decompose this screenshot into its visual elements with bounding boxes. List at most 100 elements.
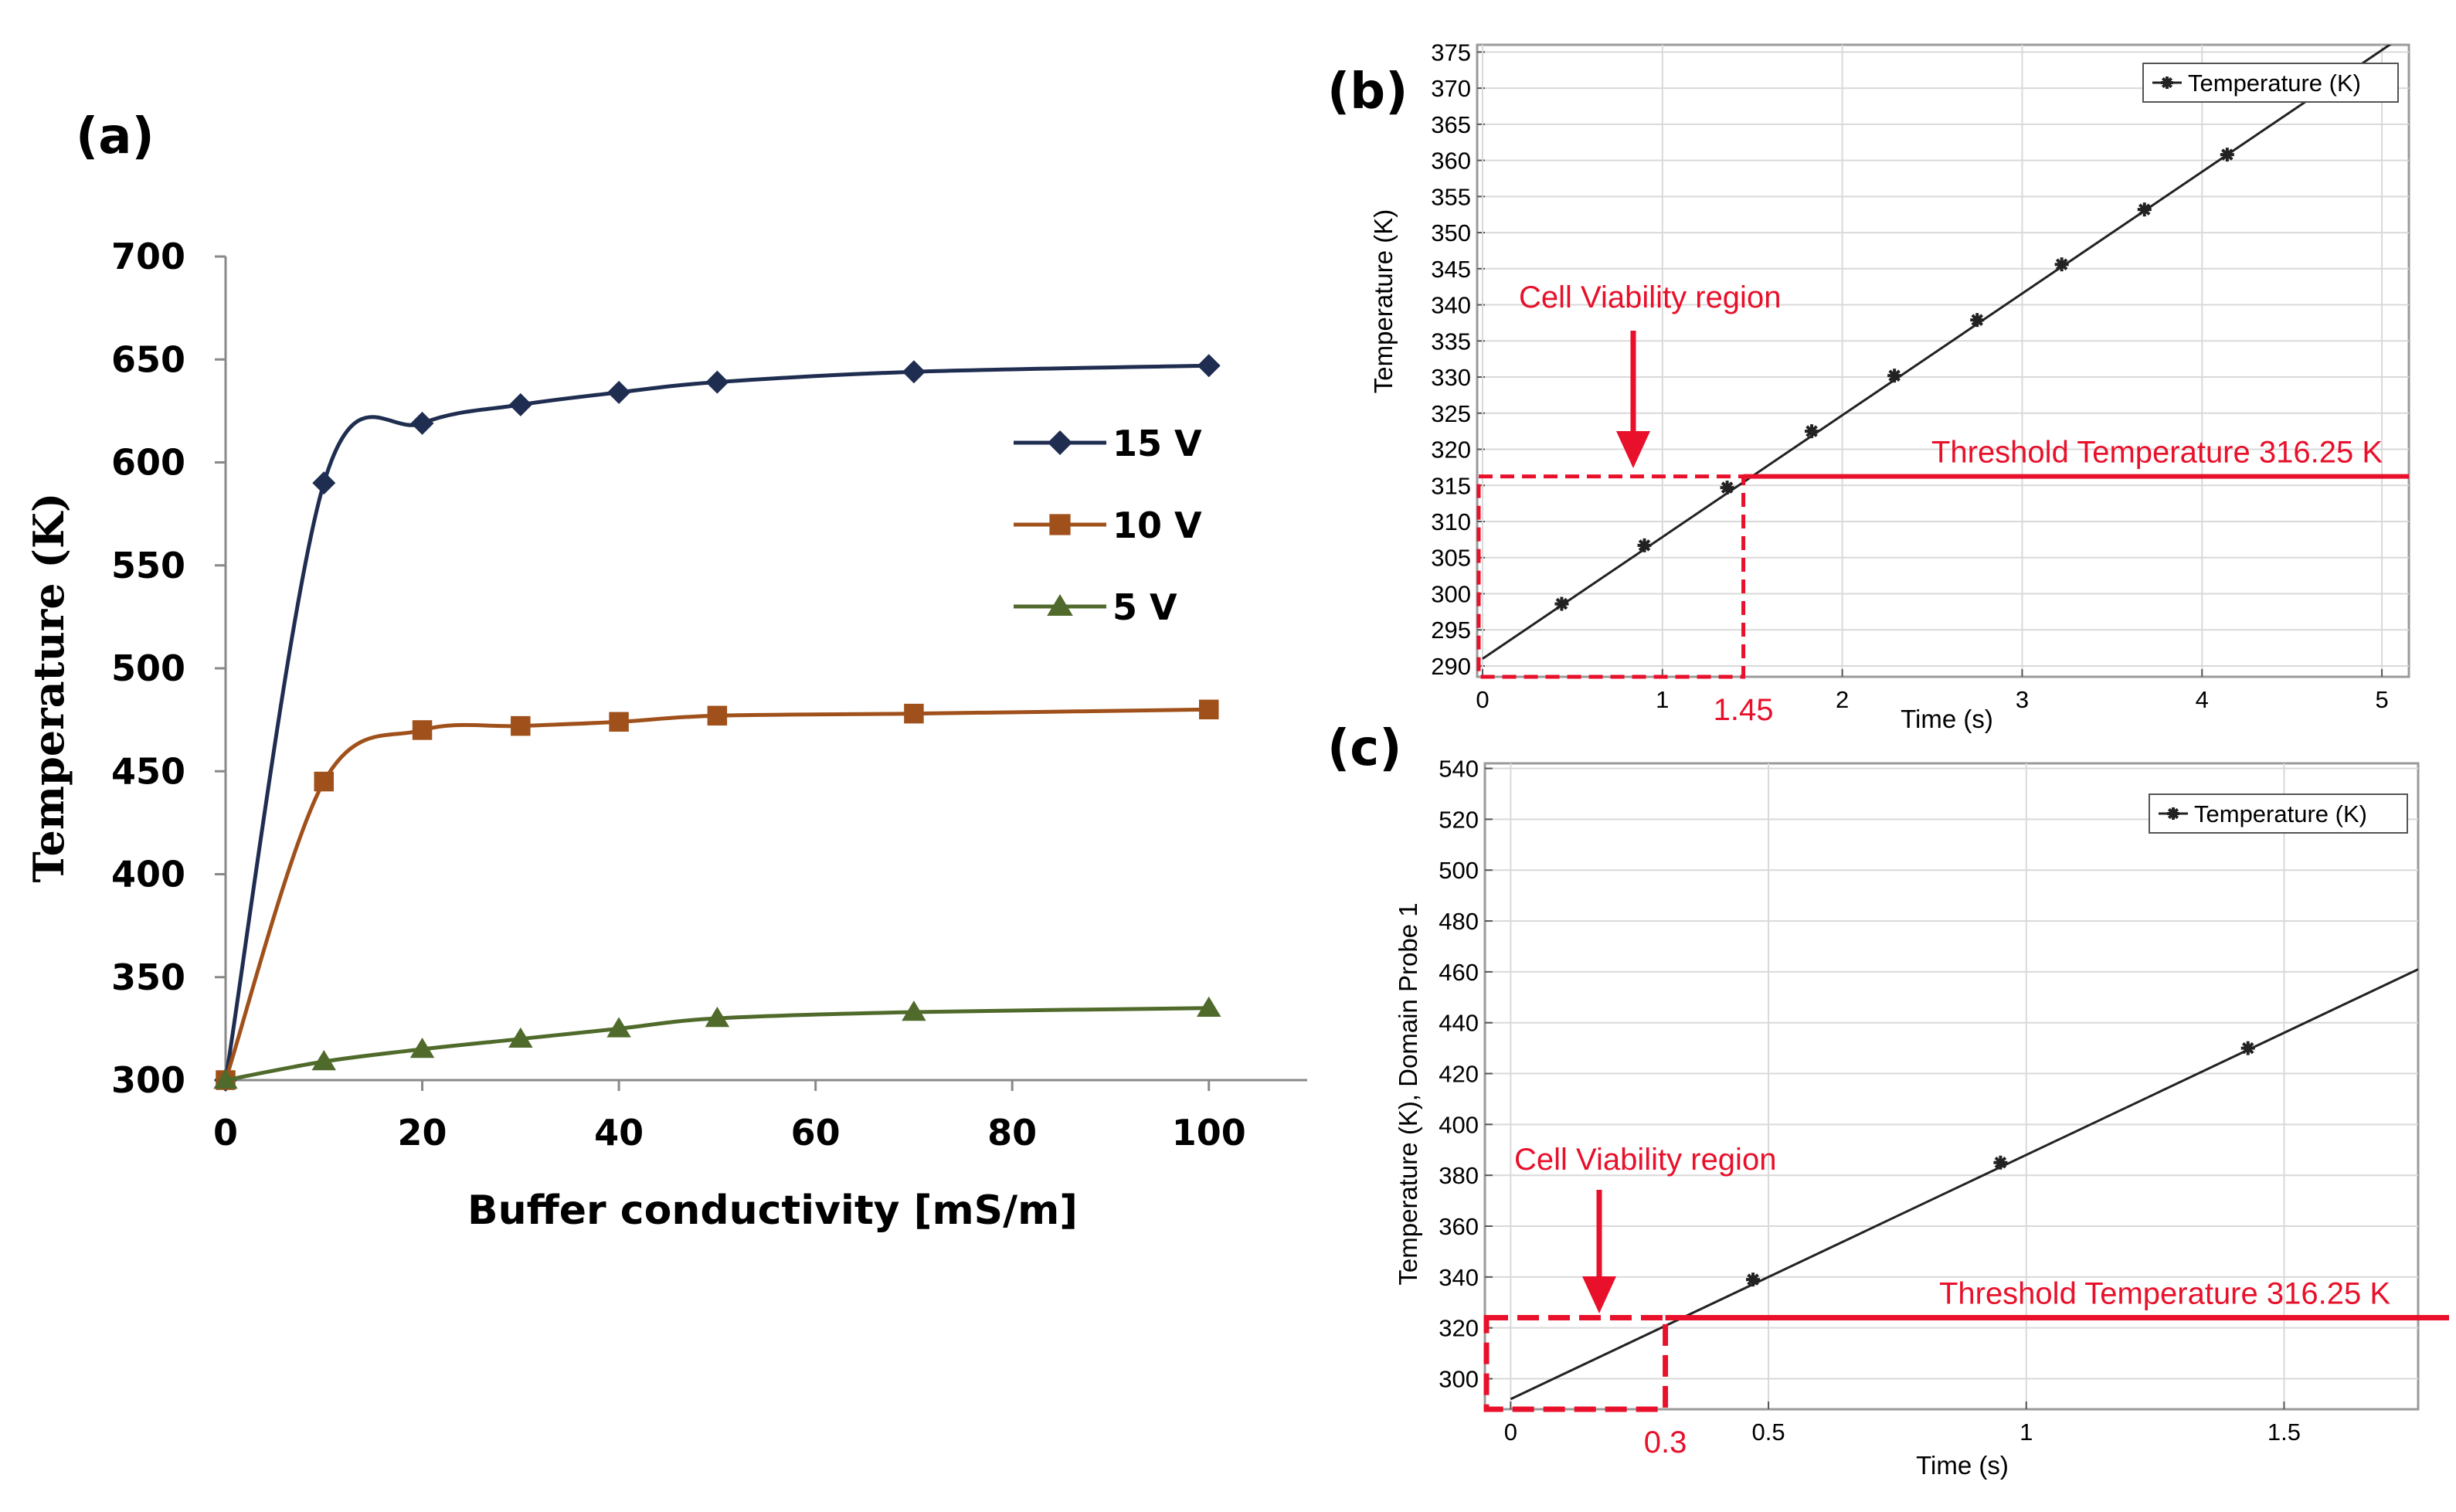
- panel-a-point-10v: [609, 712, 629, 732]
- panel-a-x-tick-label: 80: [987, 1112, 1037, 1154]
- panel-c-x-axis-label: Time (s): [1916, 1451, 2009, 1480]
- panel-c-y-tick-label: 400: [1439, 1111, 1479, 1138]
- panel-c-region-label: Cell Viability region: [1514, 1143, 1776, 1177]
- panel-a-point-15v: [1197, 354, 1221, 378]
- panel-b-y-tick-label: 335: [1431, 328, 1471, 355]
- panel-b-temperature-marker: [1805, 424, 1819, 439]
- panel-b-x-tick-label: 3: [2016, 686, 2029, 713]
- panel-a-point-10v: [1198, 699, 1219, 720]
- panel-c-y-tick-label: 300: [1439, 1366, 1479, 1393]
- panel-c-crossing-label: 0.3: [1644, 1425, 1687, 1459]
- panel-a-y-tick-label: 600: [111, 442, 185, 484]
- panel-b-crossing-label: 1.45: [1714, 693, 1774, 727]
- panel-c-chart: (c) 300 320 340 360 380 400 420 440 460 480 500 520…: [1327, 720, 2449, 1480]
- panel-c-legend-marker: [2167, 807, 2179, 820]
- panel-a-y-tick-label: 650: [111, 338, 185, 380]
- panel-b-y-tick-label: 290: [1431, 653, 1471, 680]
- panel-b-grid: [1477, 45, 2409, 677]
- panel-b-temperature-marker: [1554, 596, 1569, 611]
- panel-b-y-tick-label: 340: [1431, 292, 1471, 319]
- panel-b-x-tick-label: 4: [2196, 686, 2209, 713]
- panel-a-legend-marker: [1048, 430, 1072, 455]
- panel-b-x-tick-label: 2: [1836, 686, 1849, 713]
- panel-a-point-10v: [511, 715, 531, 736]
- panel-a-point-5v: [705, 1007, 730, 1028]
- panel-a-x-tick-label: 40: [594, 1112, 644, 1154]
- panel-b-temperature-marker: [1887, 369, 1902, 383]
- panel-a-y-tick-labels: 300 350 400 450 500 550 600 650 700: [111, 236, 185, 1101]
- panel-a-y-tick-label: 500: [111, 647, 185, 689]
- panel-b-temperature-marker: [2137, 202, 2152, 217]
- panel-c-y-tick-labels: 300 320 340 360 380 400 420 440 460 480 500 520 540: [1439, 756, 1479, 1393]
- panel-a-point-5v: [213, 1069, 238, 1089]
- panel-c-y-tick-label: 540: [1439, 756, 1479, 783]
- panel-b-plot-frame: [1476, 43, 2410, 678]
- panel-a-chart: (a) 300 350 400 450 500 550 600 650 700 0 20 40 60 8…: [24, 108, 1307, 1234]
- panel-b-temperature-marker: [1720, 481, 1734, 495]
- panel-b-y-tick-labels: 290 295 300 305 310 315 320 325 330 335 340 345 350 3…: [1431, 39, 1471, 680]
- panel-c-x-tick-label: 1.5: [2267, 1419, 2301, 1446]
- panel-c-legend: Temperature (K): [2149, 793, 2408, 834]
- panel-b-temperature-marker: [2054, 257, 2069, 272]
- panel-c-y-tick-label: 340: [1439, 1264, 1479, 1291]
- panel-b-threshold-label: Threshold Temperature 316.25 K: [1931, 436, 2383, 470]
- panel-a-point-15v: [508, 392, 532, 416]
- panel-c-y-tick-label: 460: [1439, 959, 1479, 986]
- panel-b-temperature-marker: [1970, 313, 1985, 328]
- panel-b-y-tick-label: 315: [1431, 472, 1471, 499]
- panel-a-x-tick-labels: 0 20 40 60 80 100: [213, 1112, 1246, 1154]
- panel-a-point-15v: [312, 471, 336, 495]
- panel-b-y-tick-label: 365: [1431, 111, 1471, 138]
- panel-c-y-tick-label: 420: [1439, 1061, 1479, 1088]
- panel-c-annotations: Threshold Temperature 316.25 K Cell Viabi…: [1483, 1143, 2449, 1459]
- panel-b-viability-box: [1476, 474, 1746, 679]
- panel-a-y-tick-label: 350: [111, 956, 185, 998]
- panel-a-point-15v: [705, 370, 729, 394]
- panel-c-temperature-line: [1510, 968, 2418, 1401]
- panel-b-y-tick-label: 325: [1431, 400, 1471, 427]
- panel-b-x-tick-label: 1: [1656, 686, 1669, 713]
- panel-b-y-tick-label: 370: [1431, 75, 1471, 102]
- panel-a-point-5v: [508, 1027, 533, 1048]
- panel-b-series: [1482, 45, 2392, 660]
- panel-a-x-tick-label: 20: [398, 1112, 447, 1154]
- panel-c-grid: [1485, 763, 2418, 1409]
- panel-a-y-tick-label: 700: [111, 236, 185, 277]
- panel-b-arrow-head: [1616, 431, 1650, 468]
- panel-a-label: (a): [76, 108, 155, 165]
- panel-b-legend-label: Temperature (K): [2188, 70, 2361, 97]
- panel-a-point-5v: [606, 1017, 631, 1038]
- panel-c-y-tick-label: 440: [1439, 1010, 1479, 1037]
- panel-a-series: [213, 354, 1221, 1092]
- panel-b-y-tick-label: 300: [1431, 580, 1471, 607]
- panel-a-legend-marker: [1047, 594, 1073, 616]
- panel-b-y-tick-label: 305: [1431, 545, 1471, 572]
- panel-c-viability-box: [1483, 1315, 1669, 1412]
- panel-a-point-10v: [314, 771, 335, 792]
- panel-a-legend-label: 10 V: [1113, 505, 1202, 546]
- panel-c-plot-frame: [1483, 762, 2420, 1411]
- panel-c-label: (c): [1327, 720, 1401, 777]
- panel-b-annotations: Threshold Temperature 316.25 K Cell Viabi…: [1476, 280, 2409, 727]
- panel-b-chart: (b) 290295300305310315320325330335340345…: [1327, 39, 2410, 733]
- panel-b-y-tick-label: 330: [1431, 364, 1471, 391]
- panel-a-y-tick-label: 400: [111, 854, 185, 895]
- panel-b-x-tick-label: 0: [1476, 686, 1489, 713]
- panel-c-legend-box: [2149, 793, 2408, 834]
- panel-b-y-tick-label: 355: [1431, 183, 1471, 210]
- panel-b-y-tick-label: 345: [1431, 256, 1471, 283]
- panel-a-point-5v: [902, 1001, 926, 1021]
- panel-a-legend-label: 15 V: [1113, 423, 1202, 464]
- panel-a-y-tick-label: 550: [111, 545, 185, 586]
- panel-c-y-tick-label: 500: [1439, 857, 1479, 884]
- panel-c-series: [1510, 968, 2418, 1401]
- panel-b-legend: Temperature (K): [2142, 63, 2399, 103]
- panel-b-y-tick-label: 360: [1431, 148, 1471, 175]
- panel-a-point-15v: [607, 380, 631, 404]
- panel-a-point-10v: [904, 703, 924, 724]
- panel-a-y-axis-label: Temperature (K): [24, 493, 73, 883]
- panel-b-temperature-line: [1482, 45, 2392, 660]
- panel-c-y-tick-label: 320: [1439, 1315, 1479, 1342]
- panel-c-arrow-head: [1582, 1276, 1616, 1313]
- panel-a-point-5v: [1196, 996, 1221, 1017]
